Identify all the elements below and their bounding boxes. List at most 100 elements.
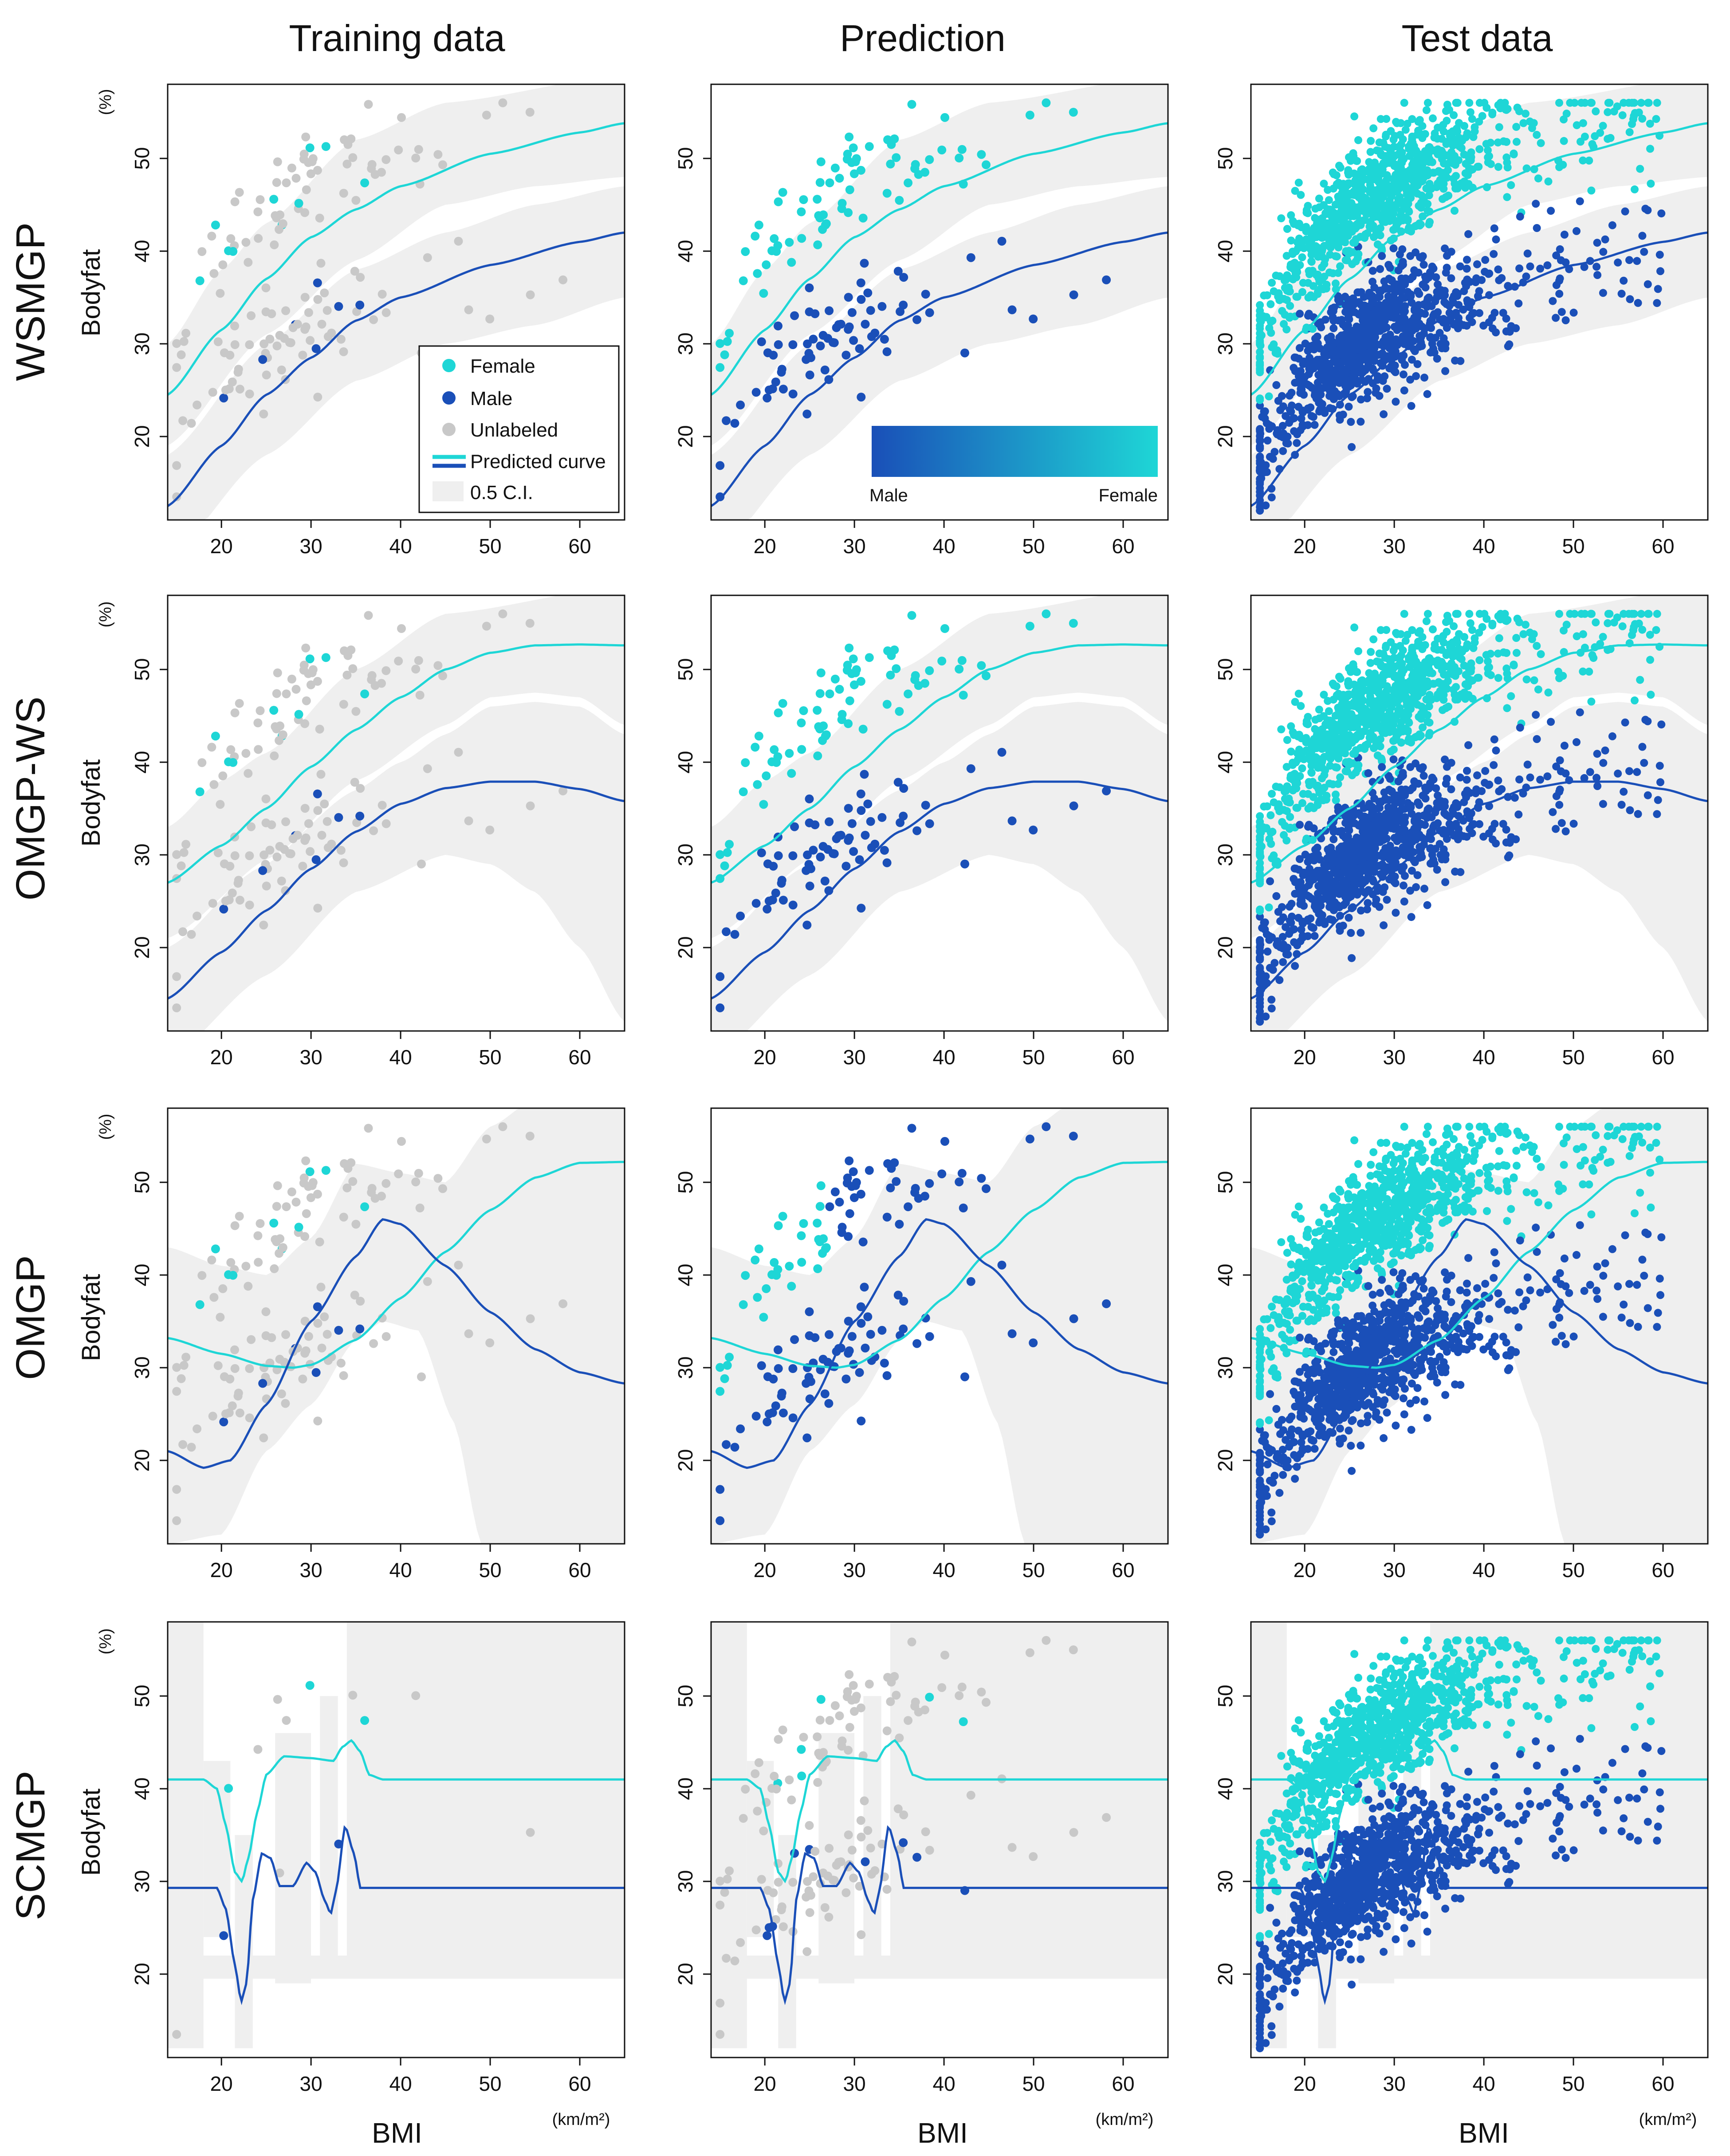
point-female	[1507, 692, 1515, 700]
point-male	[1256, 937, 1264, 945]
point-male	[1370, 821, 1378, 829]
point-female	[1613, 102, 1621, 110]
point-male	[757, 1361, 766, 1370]
point-female	[1378, 757, 1386, 766]
point-unlabeled	[364, 611, 373, 620]
point-male	[920, 1192, 929, 1201]
point-female	[1332, 744, 1341, 753]
x-tick-label: 60	[1112, 535, 1134, 558]
point-male	[788, 851, 798, 860]
x-axis-label-col3: BMI	[1459, 2117, 1509, 2149]
point-female	[1534, 685, 1542, 694]
point-male	[1533, 224, 1541, 232]
point-male	[847, 819, 857, 828]
point-male	[1348, 1467, 1356, 1475]
point-female	[816, 668, 826, 677]
point-female	[852, 154, 861, 163]
point-female	[720, 1374, 729, 1383]
point-male	[809, 334, 818, 344]
point-male	[1256, 1003, 1264, 1011]
point-male	[1290, 353, 1299, 362]
point-unlabeled	[411, 1177, 421, 1187]
point-male	[1447, 274, 1455, 283]
point-male	[1338, 885, 1346, 894]
point-male	[355, 811, 365, 821]
point-male	[1378, 763, 1386, 771]
point-male	[1364, 841, 1373, 850]
point-unlabeled	[369, 1339, 378, 1348]
point-unlabeled	[216, 1313, 225, 1322]
point-female	[1468, 115, 1476, 123]
point-female	[1415, 732, 1424, 741]
point-female	[1417, 169, 1425, 178]
point-male	[1387, 276, 1396, 285]
point-female	[1413, 130, 1422, 139]
point-female	[1299, 790, 1307, 798]
point-male	[788, 389, 798, 399]
scatter-points	[172, 1122, 568, 1525]
point-female	[1256, 818, 1264, 826]
point-male	[1269, 455, 1277, 463]
point-female	[1387, 748, 1395, 755]
point-male	[1346, 843, 1355, 851]
point-female	[1534, 174, 1542, 183]
point-female	[1585, 157, 1593, 165]
point-male	[1352, 345, 1360, 353]
point-female	[1544, 177, 1553, 186]
point-female	[816, 157, 826, 166]
point-female	[1449, 653, 1457, 661]
point-male	[1345, 913, 1353, 922]
point-male	[774, 851, 783, 860]
point-male	[769, 862, 778, 871]
point-female	[1340, 708, 1348, 716]
point-female	[1318, 246, 1326, 254]
point-male	[1353, 288, 1362, 297]
point-male	[1408, 355, 1416, 364]
predicted-curve-female	[1251, 643, 1708, 884]
y-tick-label: 20	[674, 936, 697, 959]
point-unlabeled	[272, 852, 282, 862]
point-female	[1343, 206, 1351, 215]
point-female	[1351, 749, 1359, 758]
point-male	[1338, 374, 1346, 383]
point-male	[882, 1212, 892, 1222]
point-male	[852, 1178, 861, 1187]
point-male	[1442, 268, 1450, 277]
point-female	[1413, 700, 1422, 709]
point-female	[1368, 696, 1376, 705]
point-unlabeled	[313, 165, 322, 175]
point-male	[771, 1401, 780, 1410]
point-male	[1413, 871, 1422, 879]
point-male	[1634, 299, 1642, 307]
point-female	[982, 160, 991, 169]
point-female	[1390, 180, 1398, 189]
point-male	[1370, 850, 1379, 858]
point-male	[1638, 232, 1647, 240]
x-axis-label-col1: BMI	[372, 2117, 422, 2149]
point-male	[1504, 282, 1512, 290]
point-female	[1274, 800, 1283, 808]
point-female	[822, 219, 831, 228]
point-male	[1344, 323, 1352, 332]
point-male	[883, 1159, 893, 1168]
point-female	[1256, 394, 1264, 403]
point-male	[1387, 873, 1395, 881]
point-female	[1358, 676, 1366, 685]
point-unlabeled	[235, 188, 244, 197]
point-female	[1486, 649, 1495, 658]
point-unlabeled	[177, 1374, 186, 1383]
point-unlabeled	[301, 1346, 311, 1355]
point-female	[1522, 675, 1531, 684]
point-female	[1407, 735, 1415, 744]
point-female	[1374, 685, 1383, 694]
point-male	[1357, 323, 1365, 331]
point-unlabeled	[302, 696, 311, 705]
point-male	[1260, 918, 1268, 927]
point-female	[1581, 644, 1589, 652]
point-female	[1438, 149, 1447, 157]
point-male	[790, 1335, 799, 1344]
point-female	[1519, 119, 1528, 127]
point-male	[1593, 782, 1602, 790]
point-female	[1442, 140, 1451, 148]
point-male	[803, 339, 812, 349]
